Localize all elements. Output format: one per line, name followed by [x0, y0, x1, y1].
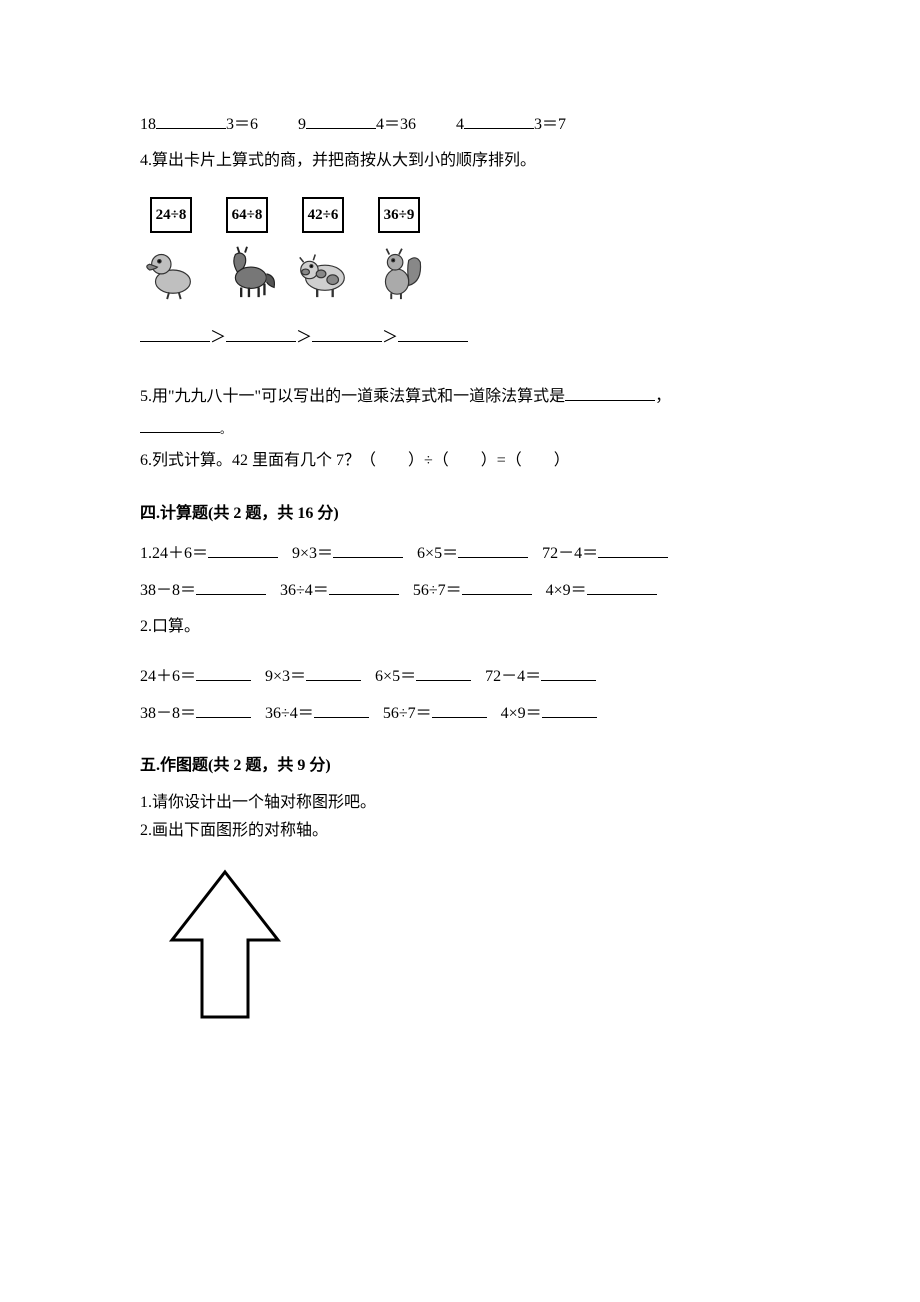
q3-item-3-left: 4: [456, 116, 464, 133]
q4-card-2: 64÷8: [216, 197, 278, 302]
q3-item-3: 4 3＝7: [456, 110, 566, 140]
q4-card-1: 24÷8: [140, 197, 202, 302]
s4q1r1c2: 9×3＝: [292, 545, 333, 562]
q3-item-2: 9 4＝36: [298, 110, 416, 140]
s4q2r1c4: 72－4＝: [485, 668, 541, 685]
q4-card-1-expr: 24÷8: [150, 197, 193, 234]
q5-text-a: 5.用"九九八十一"可以写出的一道乘法算式和一道除法算式是: [140, 388, 565, 405]
q3-item-2-left: 9: [298, 116, 306, 133]
s4q2r2b2[interactable]: [314, 702, 369, 718]
q3-equations: 18 3＝6 9 4＝36 4 3＝7: [140, 110, 780, 140]
section-4-title: 四.计算题(共 2 题，共 16 分): [140, 499, 780, 529]
q5-blank-1[interactable]: [565, 385, 655, 401]
s4-q2-row1: 24＋6＝ 9×3＝ 6×5＝ 72－4＝: [140, 662, 780, 692]
q4-order-blank-3[interactable]: [312, 326, 382, 342]
duck-icon: [140, 239, 202, 301]
s4q2r1c3: 6×5＝: [375, 668, 416, 685]
s4q1r1b3[interactable]: [458, 542, 528, 558]
q3-item-3-right: 3＝7: [534, 116, 566, 133]
s4q1r1c4: 72－4＝: [542, 545, 598, 562]
q3-item-1-right: 3＝6: [226, 116, 258, 133]
s4q1r2b2[interactable]: [329, 579, 399, 595]
q5-period: 。: [220, 424, 231, 436]
s4q2r1c1: 24＋6＝: [140, 668, 196, 685]
s4q1r1b1[interactable]: [208, 542, 278, 558]
arrow-figure: [160, 862, 780, 1043]
gt-3: ＞: [382, 329, 398, 346]
s5-q2: 2.画出下面图形的对称轴。: [140, 820, 780, 842]
q3-blank-3[interactable]: [464, 113, 534, 129]
s4q2r2b1[interactable]: [196, 702, 251, 718]
q4-order-blank-1[interactable]: [140, 326, 210, 342]
s4q1r2c2: 36÷4＝: [280, 582, 329, 599]
q6-line: 6.列式计算。42 里面有几个 7？（ ）÷（ ）=（ ）: [140, 446, 780, 476]
s4q2r1b3[interactable]: [416, 665, 471, 681]
s4q1r2c4: 4×9＝: [546, 582, 587, 599]
horse-icon: [216, 239, 278, 301]
q3-item-1-left: 18: [140, 116, 156, 133]
gt-1: ＞: [210, 329, 226, 346]
q3-blank-1[interactable]: [156, 113, 226, 129]
s4q1r1b2[interactable]: [333, 542, 403, 558]
s4q2r1b4[interactable]: [541, 665, 596, 681]
s4q1r2b4[interactable]: [587, 579, 657, 595]
s4q2r2c4: 4×9＝: [501, 705, 542, 722]
q3-item-2-right: 4＝36: [376, 116, 416, 133]
q4-card-4: 36÷9: [368, 197, 430, 302]
q5-comma: ，: [655, 388, 671, 405]
s4q2r2b3[interactable]: [432, 702, 487, 718]
q5-line: 5.用"九九八十一"可以写出的一道乘法算式和一道除法算式是 ，: [140, 382, 780, 412]
s4-q1-row1: 1.24＋6＝ 9×3＝ 6×5＝ 72－4＝: [140, 539, 780, 569]
q4-order-blank-4[interactable]: [398, 326, 468, 342]
pig-icon: [292, 239, 354, 301]
s4q2r2c1: 38－8＝: [140, 705, 196, 722]
s4-q1-row2: 38－8＝ 36÷4＝ 56÷7＝ 4×9＝: [140, 576, 780, 606]
s4q2r1b1[interactable]: [196, 665, 251, 681]
q3-item-1: 18 3＝6: [140, 110, 258, 140]
s4q1r1b4[interactable]: [598, 542, 668, 558]
q5-line2: 。: [140, 418, 780, 440]
q4-cards-figure: 24÷8 64÷8 42÷6 36÷9: [140, 197, 780, 302]
q4-prompt: 4.算出卡片上算式的商，并把商按从大到小的顺序排列。: [140, 146, 780, 176]
s4-q1-prefix: 1.: [140, 545, 152, 562]
gt-2: ＞: [296, 329, 312, 346]
q4-card-3: 42÷6: [292, 197, 354, 302]
s5-q1: 1.请你设计出一个轴对称图形吧。: [140, 792, 780, 814]
s4q1r2c3: 56÷7＝: [413, 582, 462, 599]
s4q2r2c2: 36÷4＝: [265, 705, 314, 722]
q3-blank-2[interactable]: [306, 113, 376, 129]
arrow-up-icon: [172, 872, 278, 1017]
q4-card-3-expr: 42÷6: [302, 197, 345, 234]
s4q2r2b4[interactable]: [542, 702, 597, 718]
q4-card-2-expr: 64÷8: [226, 197, 269, 234]
s4q2r1c2: 9×3＝: [265, 668, 306, 685]
s4q1r2b1[interactable]: [196, 579, 266, 595]
s4q1r1c1: 24＋6＝: [152, 545, 208, 562]
q5-blank-2[interactable]: [140, 423, 220, 433]
squirrel-icon: [368, 239, 430, 301]
s4q1r2b3[interactable]: [462, 579, 532, 595]
q4-order-blanks: ＞ ＞ ＞: [140, 323, 780, 353]
s4q1r1c3: 6×5＝: [417, 545, 458, 562]
q4-card-4-expr: 36÷9: [378, 197, 421, 234]
q4-order-blank-2[interactable]: [226, 326, 296, 342]
s4q1r2c1: 38－8＝: [140, 582, 196, 599]
s4-q2-label: 2.口算。: [140, 612, 780, 642]
section-5-title: 五.作图题(共 2 题，共 9 分): [140, 751, 780, 781]
s4q2r1b2[interactable]: [306, 665, 361, 681]
s4-q2-row2: 38－8＝ 36÷4＝ 56÷7＝ 4×9＝: [140, 699, 780, 729]
s4q2r2c3: 56÷7＝: [383, 705, 432, 722]
